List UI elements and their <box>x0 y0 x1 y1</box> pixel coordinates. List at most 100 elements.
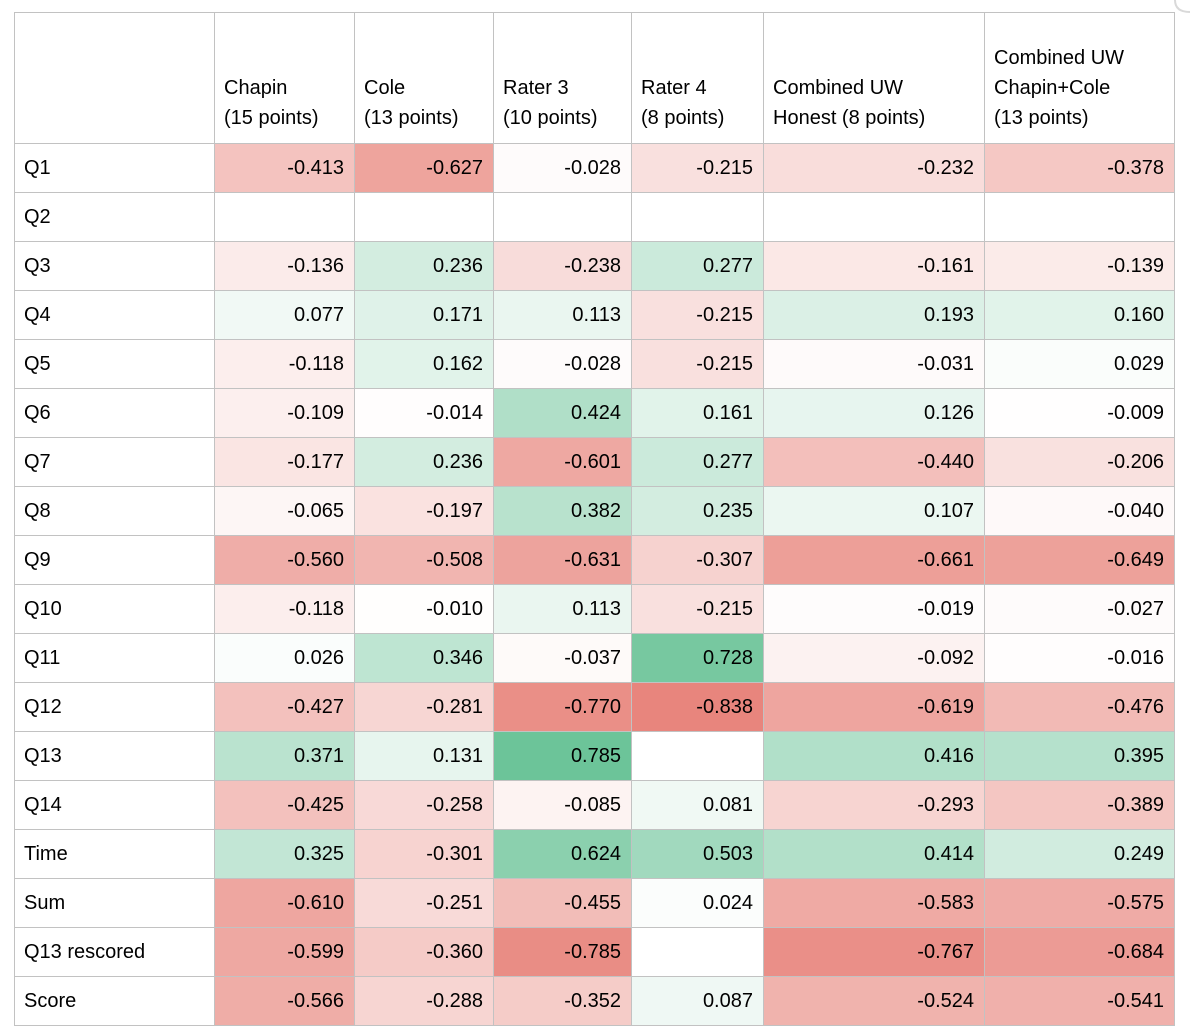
value-cell[interactable]: -0.575 <box>984 878 1175 928</box>
value-cell[interactable]: -0.413 <box>214 143 355 193</box>
value-cell[interactable]: 0.395 <box>984 731 1175 781</box>
value-cell[interactable]: 0.503 <box>631 829 764 879</box>
value-cell[interactable]: -0.206 <box>984 437 1175 487</box>
value-cell[interactable] <box>354 192 494 242</box>
row-label[interactable]: Score <box>14 976 215 1026</box>
row-label[interactable]: Q4 <box>14 290 215 340</box>
value-cell[interactable]: 0.161 <box>631 388 764 438</box>
value-cell[interactable]: -0.389 <box>984 780 1175 830</box>
value-cell[interactable]: 0.728 <box>631 633 764 683</box>
value-cell[interactable] <box>763 192 985 242</box>
value-cell[interactable] <box>214 192 355 242</box>
value-cell[interactable]: -0.301 <box>354 829 494 879</box>
row-label[interactable]: Q14 <box>14 780 215 830</box>
value-cell[interactable]: 0.346 <box>354 633 494 683</box>
value-cell[interactable]: 0.126 <box>763 388 985 438</box>
value-cell[interactable]: -0.085 <box>493 780 632 830</box>
value-cell[interactable]: 0.160 <box>984 290 1175 340</box>
value-cell[interactable]: -0.378 <box>984 143 1175 193</box>
value-cell[interactable]: -0.455 <box>493 878 632 928</box>
row-label[interactable]: Q1 <box>14 143 215 193</box>
column-header[interactable]: Combined UW Chapin+Cole (13 points) <box>984 12 1175 144</box>
value-cell[interactable]: -0.109 <box>214 388 355 438</box>
row-label[interactable]: Q10 <box>14 584 215 634</box>
row-label[interactable]: Q3 <box>14 241 215 291</box>
value-cell[interactable]: -0.215 <box>631 143 764 193</box>
value-cell[interactable]: 0.424 <box>493 388 632 438</box>
value-cell[interactable]: -0.251 <box>354 878 494 928</box>
value-cell[interactable]: -0.019 <box>763 584 985 634</box>
value-cell[interactable]: -0.583 <box>763 878 985 928</box>
value-cell[interactable] <box>631 927 764 977</box>
value-cell[interactable]: 0.249 <box>984 829 1175 879</box>
value-cell[interactable]: -0.684 <box>984 927 1175 977</box>
value-cell[interactable]: 0.081 <box>631 780 764 830</box>
value-cell[interactable]: -0.215 <box>631 290 764 340</box>
value-cell[interactable]: -0.440 <box>763 437 985 487</box>
row-label[interactable]: Q5 <box>14 339 215 389</box>
row-label[interactable]: Q7 <box>14 437 215 487</box>
value-cell[interactable]: -0.770 <box>493 682 632 732</box>
row-label[interactable]: Q8 <box>14 486 215 536</box>
value-cell[interactable]: 0.236 <box>354 437 494 487</box>
column-header[interactable]: Combined UW Honest (8 points) <box>763 12 985 144</box>
column-header[interactable]: Rater 3 (10 points) <box>493 12 632 144</box>
value-cell[interactable]: -0.427 <box>214 682 355 732</box>
value-cell[interactable]: 0.236 <box>354 241 494 291</box>
value-cell[interactable]: 0.131 <box>354 731 494 781</box>
value-cell[interactable]: 0.414 <box>763 829 985 879</box>
row-label[interactable]: Q13 rescored <box>14 927 215 977</box>
value-cell[interactable]: 0.024 <box>631 878 764 928</box>
value-cell[interactable]: -0.014 <box>354 388 494 438</box>
column-header[interactable]: Chapin (15 points) <box>214 12 355 144</box>
value-cell[interactable]: -0.560 <box>214 535 355 585</box>
value-cell[interactable]: -0.631 <box>493 535 632 585</box>
value-cell[interactable]: -0.040 <box>984 486 1175 536</box>
value-cell[interactable]: 0.026 <box>214 633 355 683</box>
value-cell[interactable]: 0.107 <box>763 486 985 536</box>
value-cell[interactable]: 0.382 <box>493 486 632 536</box>
corner-cell[interactable] <box>14 12 215 144</box>
value-cell[interactable]: -0.425 <box>214 780 355 830</box>
value-cell[interactable]: -0.092 <box>763 633 985 683</box>
value-cell[interactable]: -0.215 <box>631 339 764 389</box>
value-cell[interactable]: -0.627 <box>354 143 494 193</box>
value-cell[interactable]: 0.193 <box>763 290 985 340</box>
value-cell[interactable]: 0.077 <box>214 290 355 340</box>
value-cell[interactable]: 0.235 <box>631 486 764 536</box>
value-cell[interactable]: 0.785 <box>493 731 632 781</box>
value-cell[interactable]: -0.136 <box>214 241 355 291</box>
value-cell[interactable]: -0.508 <box>354 535 494 585</box>
column-header[interactable]: Rater 4 (8 points) <box>631 12 764 144</box>
value-cell[interactable]: 0.029 <box>984 339 1175 389</box>
value-cell[interactable]: -0.031 <box>763 339 985 389</box>
value-cell[interactable]: -0.139 <box>984 241 1175 291</box>
value-cell[interactable]: -0.215 <box>631 584 764 634</box>
value-cell[interactable] <box>493 192 632 242</box>
value-cell[interactable]: -0.601 <box>493 437 632 487</box>
value-cell[interactable]: -0.838 <box>631 682 764 732</box>
value-cell[interactable] <box>984 192 1175 242</box>
value-cell[interactable]: -0.065 <box>214 486 355 536</box>
value-cell[interactable]: -0.197 <box>354 486 494 536</box>
value-cell[interactable]: 0.277 <box>631 437 764 487</box>
value-cell[interactable]: -0.541 <box>984 976 1175 1026</box>
value-cell[interactable]: -0.785 <box>493 927 632 977</box>
value-cell[interactable]: -0.767 <box>763 927 985 977</box>
value-cell[interactable]: -0.027 <box>984 584 1175 634</box>
value-cell[interactable]: 0.624 <box>493 829 632 879</box>
column-header[interactable]: Cole (13 points) <box>354 12 494 144</box>
value-cell[interactable]: 0.325 <box>214 829 355 879</box>
value-cell[interactable]: -0.258 <box>354 780 494 830</box>
value-cell[interactable]: 0.277 <box>631 241 764 291</box>
value-cell[interactable]: -0.238 <box>493 241 632 291</box>
value-cell[interactable]: -0.010 <box>354 584 494 634</box>
row-label[interactable]: Q2 <box>14 192 215 242</box>
value-cell[interactable]: -0.028 <box>493 339 632 389</box>
value-cell[interactable]: -0.177 <box>214 437 355 487</box>
value-cell[interactable]: -0.118 <box>214 584 355 634</box>
value-cell[interactable]: -0.281 <box>354 682 494 732</box>
value-cell[interactable]: -0.118 <box>214 339 355 389</box>
row-label[interactable]: Sum <box>14 878 215 928</box>
value-cell[interactable]: 0.416 <box>763 731 985 781</box>
